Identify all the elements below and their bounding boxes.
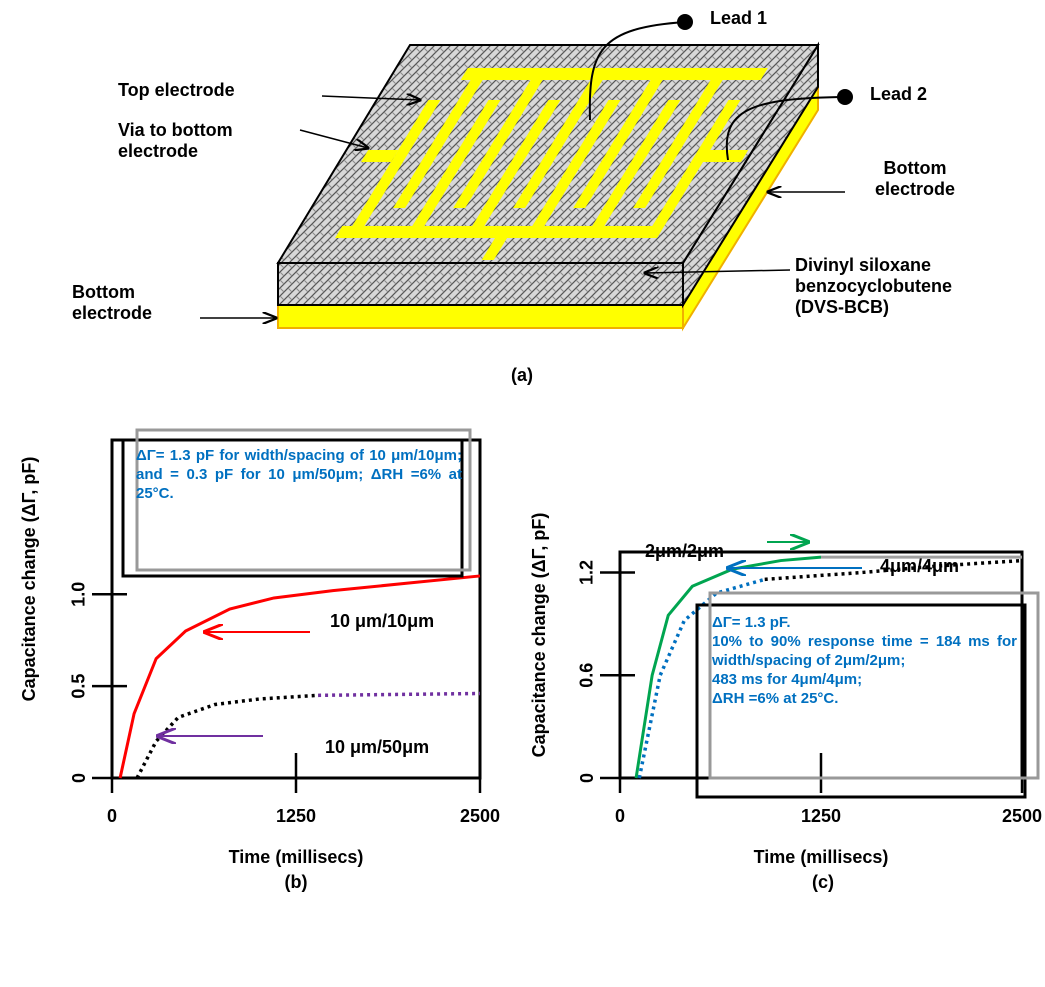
y-axis-label: Capacitance change (ΔΓ, pF) bbox=[19, 457, 39, 702]
label: Lead 2 bbox=[870, 84, 990, 105]
note-text: ΔΓ= 1.3 pF.10% to 90% response time = 18… bbox=[712, 613, 1017, 708]
annotation: 10 μm/10μm bbox=[330, 611, 434, 631]
note-line: 10% to 90% response time = 184 ms for wi… bbox=[712, 632, 1017, 670]
x-tick-label: 1250 bbox=[276, 806, 316, 826]
y-tick-label: 1.2 bbox=[577, 560, 597, 585]
note: ΔΓ= 1.3 pF.10% to 90% response time = 18… bbox=[712, 613, 1017, 783]
y-tick-label: 0 bbox=[577, 773, 597, 783]
x-tick-label: 2500 bbox=[460, 806, 500, 826]
caption: (b) bbox=[285, 872, 308, 892]
annotation: 2μm/2μm bbox=[645, 541, 724, 561]
y-tick-label: 0.6 bbox=[577, 663, 597, 688]
note-line: ΔΓ= 1.3 pF. bbox=[712, 613, 1017, 632]
label: Top electrode bbox=[118, 80, 338, 101]
device-diagram: Lead 1 Lead 2 Top electrode Via to botto… bbox=[72, 8, 995, 385]
caption: (a) bbox=[511, 365, 533, 385]
label: Lead 1 bbox=[710, 8, 830, 29]
label: Via to bottom electrode bbox=[118, 120, 278, 162]
series-line bbox=[318, 694, 480, 696]
label: Divinyl siloxane benzocyclobutene (DVS-B… bbox=[795, 255, 995, 318]
x-axis-label: Time (millisecs) bbox=[754, 847, 889, 867]
x-tick-label: 2500 bbox=[1002, 806, 1042, 826]
note-text: ΔΓ= 1.3 pF for width/spacing of 10 μm/10… bbox=[136, 446, 462, 503]
label: Bottom electrode bbox=[72, 282, 192, 324]
x-tick-label: 1250 bbox=[801, 806, 841, 826]
note-line: ΔRH =6% at 25°C. bbox=[712, 689, 1017, 708]
note-line: 483 ms for 4μm/4μm; bbox=[712, 670, 1017, 689]
y-axis-label: Capacitance change (ΔΓ, pF) bbox=[529, 513, 549, 758]
note-line: ΔΓ= 1.3 pF for width/spacing of 10 μm/10… bbox=[136, 446, 462, 503]
y-tick-label: 0.5 bbox=[69, 674, 89, 699]
caption: (c) bbox=[812, 872, 834, 892]
annotation: 10 μm/50μm bbox=[325, 737, 429, 757]
x-tick-label: 0 bbox=[615, 806, 625, 826]
chart: 0 0.6 1.2 0 1250 2500 Time (millisecs) Capacita… bbox=[529, 513, 1042, 892]
note: ΔΓ= 1.3 pF for width/spacing of 10 μm/10… bbox=[136, 446, 462, 571]
y-tick-label: 1.0 bbox=[69, 582, 89, 607]
chart: 0 0.5 1.0 0 1250 2500 Time (millisecs) Capacita… bbox=[19, 430, 500, 892]
figure: Lead 1 Lead 2 Top electrode Via to botto… bbox=[0, 0, 1045, 987]
x-tick-label: 0 bbox=[107, 806, 117, 826]
label: Bottom electrode bbox=[850, 158, 980, 200]
x-axis-label: Time (millisecs) bbox=[229, 847, 364, 867]
annotation: 4μm/4μm bbox=[880, 556, 959, 576]
y-tick-label: 0 bbox=[69, 773, 89, 783]
